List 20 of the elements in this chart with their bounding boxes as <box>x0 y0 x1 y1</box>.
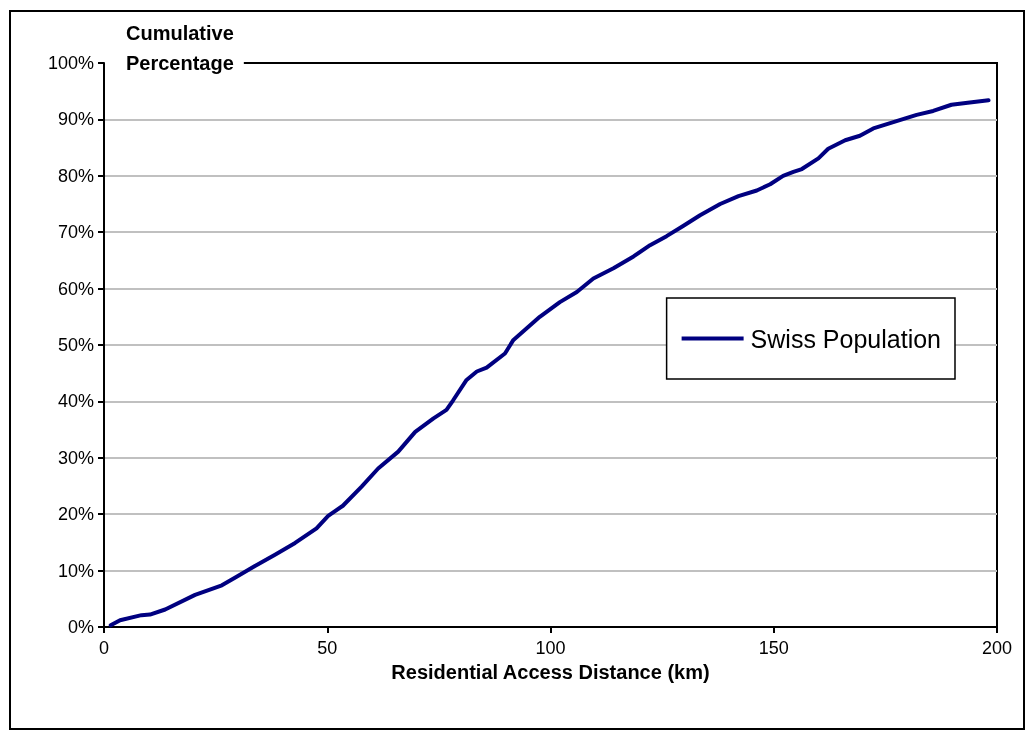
y-tick-label: 80% <box>57 165 94 186</box>
y-tick-label: 30% <box>57 447 94 468</box>
line-series <box>108 98 991 628</box>
y-tick-label: 40% <box>57 391 94 412</box>
y-tick-label: 100% <box>47 53 94 73</box>
y-axis-title: Cumulative Percentage <box>126 22 234 74</box>
y-tick-label: 90% <box>57 109 94 130</box>
y-tick-label: 20% <box>57 504 94 525</box>
y-tick-label: 50% <box>57 335 94 355</box>
y-tick-label: 0% <box>67 617 94 637</box>
y-tick-label: 10% <box>57 560 94 581</box>
x-tick-label: 50 <box>317 638 338 658</box>
x-tick-label: 200 <box>981 638 1013 658</box>
x-axis-title: Residential Access Distance (km) <box>391 660 710 683</box>
legend-label: Swiss Population <box>750 324 942 353</box>
x-tick-label: 150 <box>758 638 789 658</box>
x-tick-label: 100 <box>535 638 566 658</box>
x-tick-label: 0 <box>98 638 110 658</box>
y-tick-label: 70% <box>57 222 94 243</box>
y-tick-label: 60% <box>57 278 94 299</box>
